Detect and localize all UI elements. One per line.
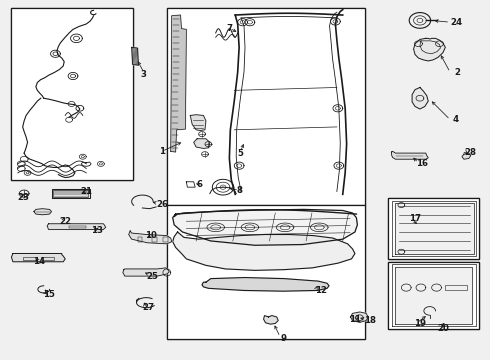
Text: 6: 6: [196, 180, 202, 189]
Bar: [388, 198, 479, 259]
Bar: [152, 237, 157, 242]
Text: 1: 1: [159, 147, 165, 156]
Bar: [53, 190, 88, 197]
Polygon shape: [129, 231, 172, 244]
Polygon shape: [172, 232, 355, 270]
Polygon shape: [202, 278, 329, 291]
Polygon shape: [132, 47, 139, 65]
Bar: [445, 285, 467, 291]
Text: 21: 21: [80, 187, 92, 196]
Text: 13: 13: [92, 226, 103, 235]
Text: 24: 24: [450, 18, 462, 27]
Text: 18: 18: [364, 316, 376, 325]
Bar: [11, 8, 133, 180]
Polygon shape: [194, 139, 210, 148]
Text: 8: 8: [236, 185, 242, 194]
Bar: [167, 8, 365, 205]
Text: 25: 25: [146, 271, 158, 280]
Text: 26: 26: [156, 200, 168, 209]
Text: 23: 23: [17, 193, 29, 202]
Bar: [167, 205, 365, 338]
Bar: [41, 257, 54, 260]
Text: 15: 15: [43, 289, 54, 298]
Polygon shape: [414, 39, 445, 61]
Polygon shape: [11, 253, 65, 262]
Text: 4: 4: [453, 115, 459, 124]
Text: 10: 10: [145, 231, 157, 240]
Polygon shape: [392, 151, 428, 159]
Polygon shape: [350, 312, 368, 322]
Bar: [167, 205, 365, 338]
Text: 14: 14: [33, 257, 45, 266]
Text: 28: 28: [465, 148, 477, 157]
Polygon shape: [172, 210, 357, 245]
Polygon shape: [264, 316, 278, 324]
Polygon shape: [462, 153, 471, 159]
Text: 19: 19: [414, 319, 426, 328]
Bar: [388, 262, 479, 329]
Bar: [388, 262, 479, 329]
Bar: [167, 8, 365, 205]
Text: 12: 12: [315, 285, 327, 294]
Polygon shape: [34, 209, 51, 215]
Text: 16: 16: [416, 159, 428, 168]
Bar: [23, 257, 36, 260]
Text: 20: 20: [438, 324, 449, 333]
Text: 11: 11: [349, 315, 362, 324]
Bar: [69, 226, 86, 228]
Text: 22: 22: [59, 217, 71, 226]
Text: 2: 2: [455, 68, 461, 77]
Text: 7: 7: [226, 24, 232, 33]
Polygon shape: [412, 87, 428, 109]
Text: 3: 3: [141, 71, 147, 80]
Polygon shape: [171, 15, 186, 152]
Polygon shape: [47, 224, 106, 229]
Text: 5: 5: [237, 149, 243, 158]
Text: 27: 27: [142, 303, 154, 312]
Polygon shape: [395, 267, 472, 324]
Polygon shape: [190, 115, 206, 131]
Polygon shape: [123, 268, 169, 276]
Bar: [388, 198, 479, 259]
Polygon shape: [52, 189, 90, 198]
Bar: [138, 237, 143, 242]
Polygon shape: [395, 203, 474, 253]
Text: 17: 17: [409, 214, 421, 223]
Bar: [11, 8, 133, 180]
Bar: [163, 237, 168, 242]
Text: 9: 9: [280, 334, 286, 343]
